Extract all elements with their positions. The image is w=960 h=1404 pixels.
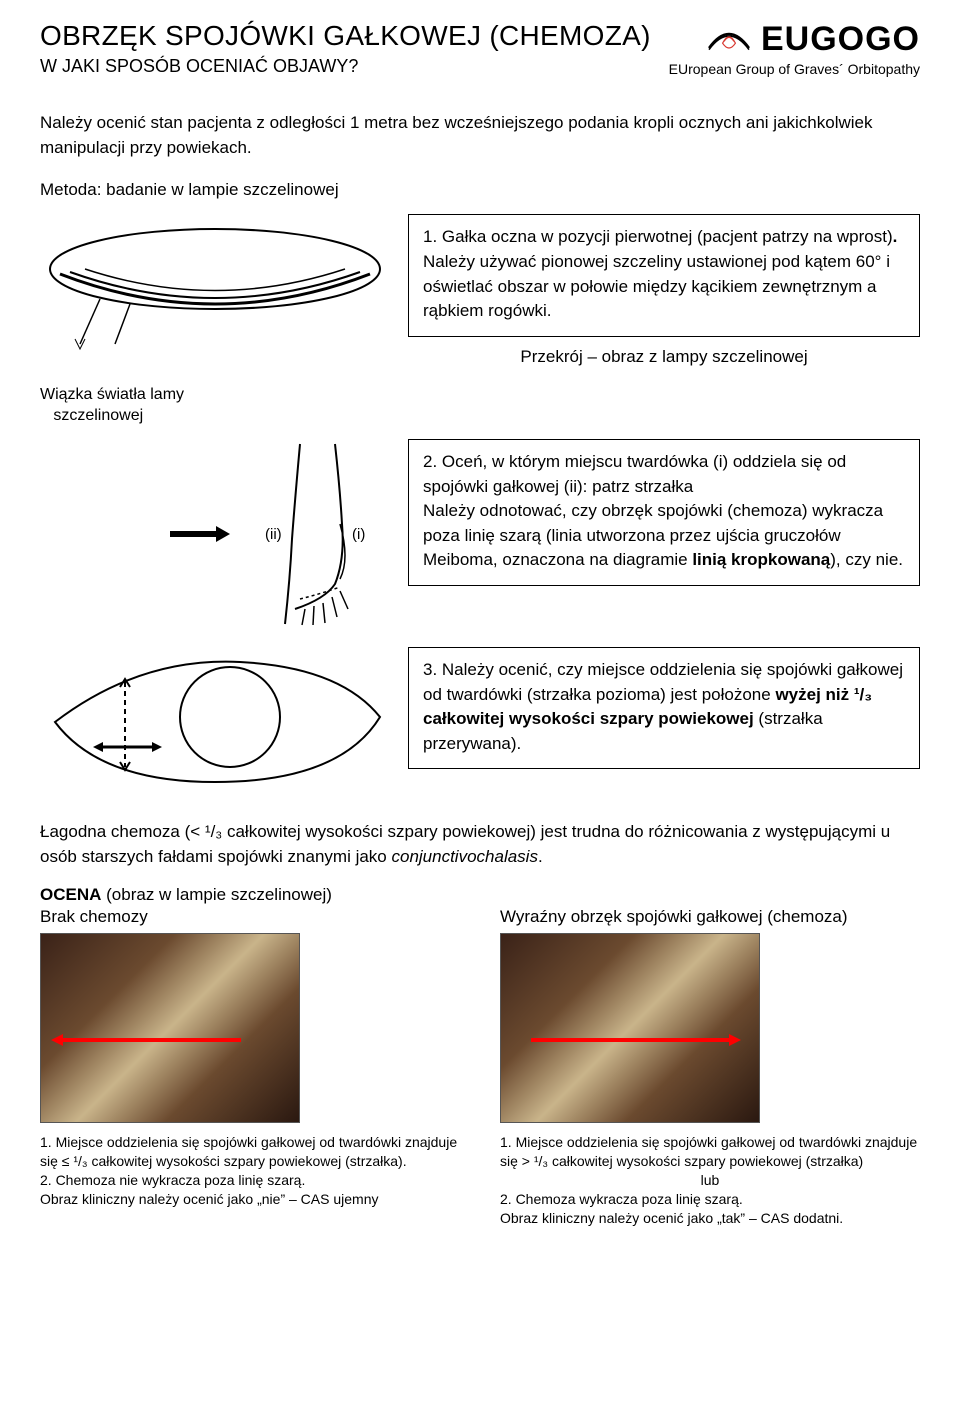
photo-no-chemosis [40, 933, 300, 1123]
photo-chemosis [500, 933, 760, 1123]
compare-chemosis: Wyraźny obrzęk spojówki gałkowej (chemoz… [500, 907, 920, 1227]
diagram-conjunctiva-separation: (ii) (i) [240, 439, 390, 629]
instruction-box-3: 3. Należy ocenić, czy miejsce oddzieleni… [408, 647, 920, 770]
logo-subline: EUropean Group of Graves´ Orbitopathy [669, 61, 920, 77]
diagram-eye-front-view [40, 647, 390, 797]
header: OBRZĘK SPOJÓWKI GAŁKOWEJ (CHEMOZA) W JAK… [40, 20, 920, 95]
logo-block: EUGOGO EUropean Group of Graves´ Orbitop… [669, 20, 920, 77]
instruction-box-2: 2. Oceń, w którym miejscu twardówka (i) … [408, 439, 920, 586]
compare-left-head: Brak chemozy [40, 907, 460, 927]
row-step-2: (ii) (i) 2. Oceń, w którym miejscu tward… [40, 439, 920, 629]
cross-section-label: Przekrój – obraz z lampy szczelinowej [408, 347, 920, 367]
slit-lamp-beam-label: Wiązka światła lamy szczelinowej [40, 385, 390, 427]
assessment-heading: OCENA (obraz w lampie szczelinowej) [40, 885, 920, 905]
diagram-label-i: (i) [352, 526, 365, 543]
compare-right-head: Wyraźny obrzęk spojówki gałkowej (chemoz… [500, 907, 920, 927]
logo-brand-text: EUGOGO [761, 20, 920, 59]
eugogo-logo-icon [705, 24, 753, 56]
diagram-eye-cross-section [40, 214, 390, 374]
diagram-label-ii: (ii) [265, 526, 282, 543]
intro-paragraph: Należy ocenić stan pacjenta z odległości… [40, 111, 920, 160]
mild-chemosis-note: Łagodna chemoza (< ¹/₃ całkowitej wysoko… [40, 820, 920, 869]
arrow-right-icon [170, 527, 230, 541]
row-step-3: 3. Należy ocenić, czy miejsce oddzieleni… [40, 647, 920, 802]
compare-no-chemosis: Brak chemozy 1. Miejsce oddzielenia się … [40, 907, 460, 1227]
instruction-box-1: 1. Gałka oczna w pozycji pierwotnej (pac… [408, 214, 920, 337]
right-caption: 1. Miejsce oddzielenia się spojówki gałk… [500, 1133, 920, 1227]
document-page: OBRZĘK SPOJÓWKI GAŁKOWEJ (CHEMOZA) W JAK… [0, 0, 960, 1258]
method-label: Metoda: badanie w lampie szczelinowej [40, 180, 920, 200]
page-title: OBRZĘK SPOJÓWKI GAŁKOWEJ (CHEMOZA) [40, 20, 669, 52]
red-arrow-icon [531, 1038, 731, 1042]
row-step-1: Wiązka światła lamy szczelinowej 1. Gałk… [40, 214, 920, 427]
comparison-row: Brak chemozy 1. Miejsce oddzielenia się … [40, 907, 920, 1227]
red-arrow-icon [61, 1038, 241, 1042]
title-block: OBRZĘK SPOJÓWKI GAŁKOWEJ (CHEMOZA) W JAK… [40, 20, 669, 95]
left-caption: 1. Miejsce oddzielenia się spojówki gałk… [40, 1133, 460, 1209]
page-subtitle: W JAKI SPOSÓB OCENIAĆ OBJAWY? [40, 56, 669, 77]
